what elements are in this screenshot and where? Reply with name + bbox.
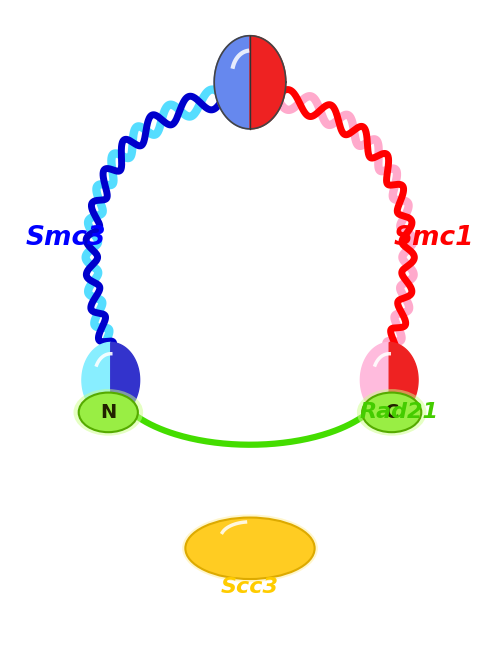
Ellipse shape — [362, 393, 422, 432]
Text: Smc3: Smc3 — [26, 225, 106, 251]
Text: C: C — [384, 403, 399, 422]
Ellipse shape — [186, 517, 314, 579]
Polygon shape — [250, 36, 286, 129]
Ellipse shape — [357, 389, 426, 436]
Polygon shape — [214, 36, 250, 129]
Text: Rad21: Rad21 — [360, 402, 438, 423]
Ellipse shape — [182, 514, 318, 582]
Text: Smc1: Smc1 — [394, 225, 474, 251]
Polygon shape — [111, 343, 140, 417]
Ellipse shape — [78, 393, 138, 432]
Ellipse shape — [74, 389, 143, 436]
Polygon shape — [360, 343, 389, 417]
Text: N: N — [100, 403, 116, 422]
Polygon shape — [82, 343, 111, 417]
Text: Scc3: Scc3 — [221, 577, 279, 597]
Polygon shape — [389, 343, 418, 417]
